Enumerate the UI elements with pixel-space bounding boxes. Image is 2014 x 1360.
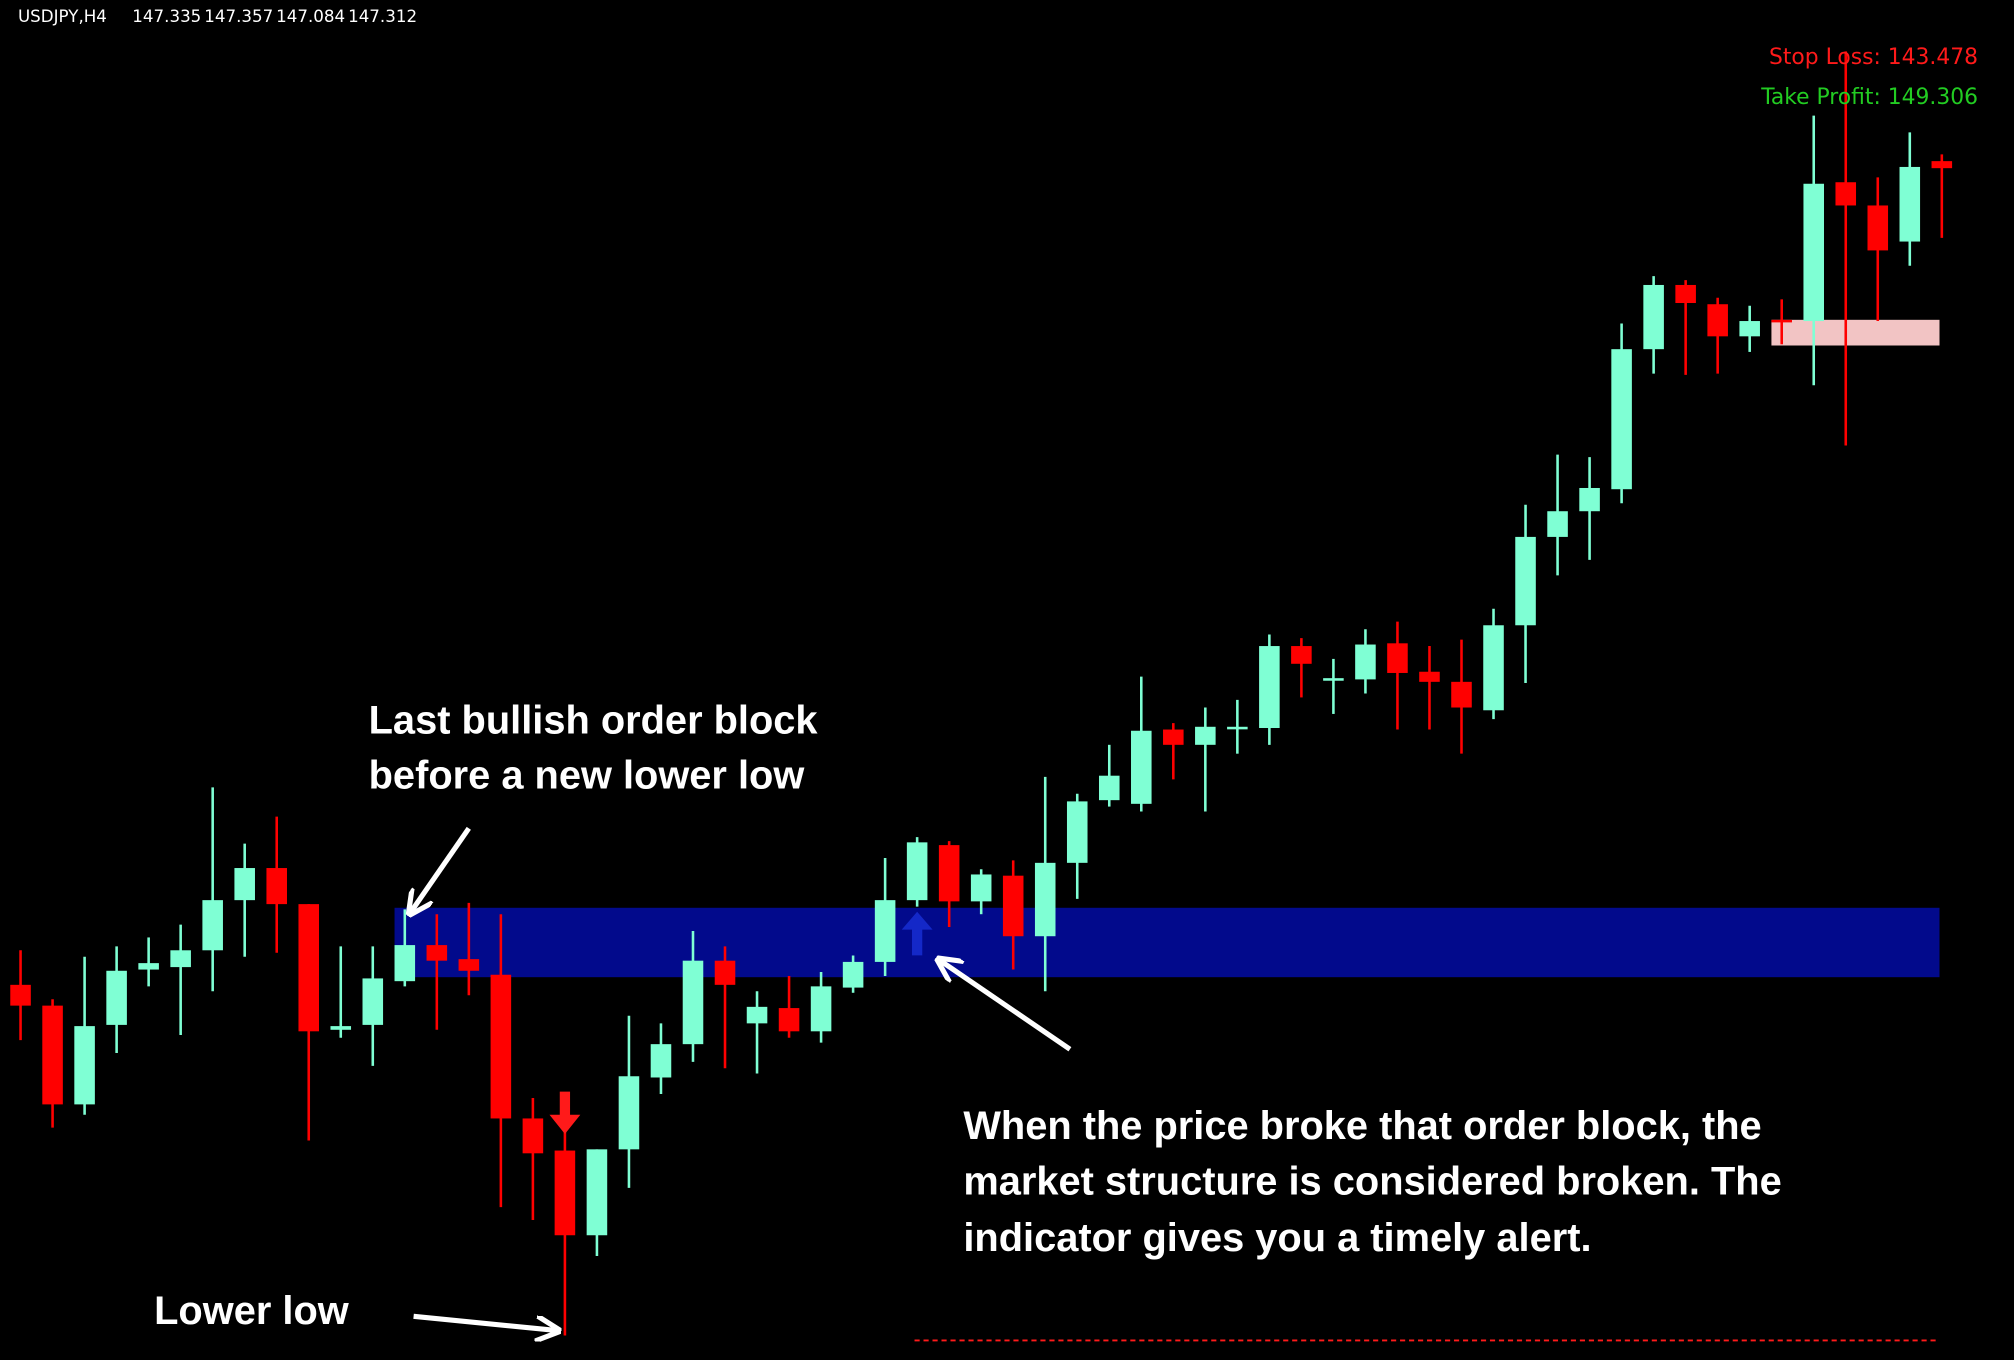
candle-body (1291, 646, 1312, 664)
pointer-arrow (413, 1313, 557, 1330)
candle-body (1899, 166, 1921, 242)
candle-body (1483, 625, 1504, 711)
candle-body (1675, 284, 1696, 304)
zones (394, 319, 1940, 1342)
candle-body (874, 900, 896, 962)
candle-body (682, 960, 704, 1045)
candle-body (1163, 729, 1184, 745)
pointer-arrow (940, 961, 1072, 1052)
candle-body (1707, 304, 1728, 337)
ohlc-low: 147.084 (276, 7, 345, 26)
candle-body (1195, 726, 1216, 745)
candle-body (298, 904, 320, 1032)
candle-body (554, 1150, 576, 1236)
order-block-zone (394, 907, 1940, 978)
order-block-zone (1771, 319, 1940, 346)
candle-body (1771, 319, 1792, 323)
candle-body (458, 959, 480, 971)
ohlc-close: 147.312 (348, 7, 417, 26)
candle-body (1419, 671, 1440, 682)
candle-body (1355, 644, 1376, 680)
ohlc-high: 147.357 (204, 7, 273, 26)
candle-body (330, 1026, 352, 1030)
candle-body (1579, 487, 1600, 512)
annotation: indicator gives you a timely alert. (963, 1216, 1591, 1260)
candle-body (490, 974, 512, 1119)
candle-body (778, 1008, 800, 1032)
candle-body (842, 961, 864, 988)
candle-body (938, 845, 960, 902)
candle-body (714, 960, 736, 985)
candle-body (10, 984, 31, 1006)
candle-body (234, 868, 255, 901)
signals (549, 911, 933, 1135)
candle-body (1098, 775, 1120, 801)
candle-body (1835, 182, 1857, 206)
annotation: before a new lower low (369, 754, 806, 798)
candle-body (1611, 349, 1632, 490)
candle-body (970, 874, 992, 902)
candle-body (618, 1076, 640, 1150)
candle-body (1387, 643, 1408, 673)
candle-body (74, 1026, 95, 1105)
candle-body (1931, 161, 1953, 169)
candle-body (1066, 801, 1088, 863)
candle-body (1515, 536, 1536, 626)
candle-body (202, 900, 223, 951)
buy-arrow (901, 911, 933, 956)
candle-body (1034, 862, 1056, 937)
stop-loss-label: Stop Loss: 143.478 (1769, 45, 1978, 70)
candle-body (522, 1118, 544, 1154)
annotation: Last bullish order block (369, 698, 819, 742)
candle-body (1803, 183, 1825, 322)
candle-body (1547, 511, 1568, 537)
candle-body (266, 868, 287, 905)
annotation: Lower low (154, 1289, 350, 1333)
candle-body (1323, 678, 1344, 681)
candle-body (1451, 681, 1472, 708)
candle-body (1643, 284, 1664, 350)
candle-body (746, 1006, 768, 1024)
pointer-arrow (411, 826, 471, 911)
candle-body (106, 970, 127, 1025)
candle-body (362, 978, 384, 1025)
ohlc-open: 147.335 (132, 7, 201, 26)
candle-body (42, 1005, 63, 1105)
candle-body (394, 945, 416, 982)
annotation: market structure is considered broken. T… (963, 1159, 1781, 1203)
take-profit-label: Take Profit: 149.306 (1760, 85, 1978, 110)
candle-body (426, 945, 448, 961)
symbol: USDJPY,H4 (18, 7, 107, 26)
candle-body (906, 842, 928, 901)
candle-body (1002, 875, 1024, 937)
candle-body (1227, 726, 1248, 730)
candle-body (170, 950, 191, 968)
candle-body (1867, 205, 1889, 251)
candle-body (650, 1044, 672, 1078)
candles (10, 51, 1953, 1336)
candle-body (586, 1149, 608, 1236)
annotation: When the price broke that order block, t… (963, 1104, 1761, 1148)
candle-body (1259, 646, 1280, 729)
candle-body (1131, 730, 1152, 804)
candle-body (1739, 321, 1760, 337)
sell-arrow (549, 1091, 581, 1135)
candle-body (138, 963, 159, 970)
candle-body (810, 986, 832, 1032)
